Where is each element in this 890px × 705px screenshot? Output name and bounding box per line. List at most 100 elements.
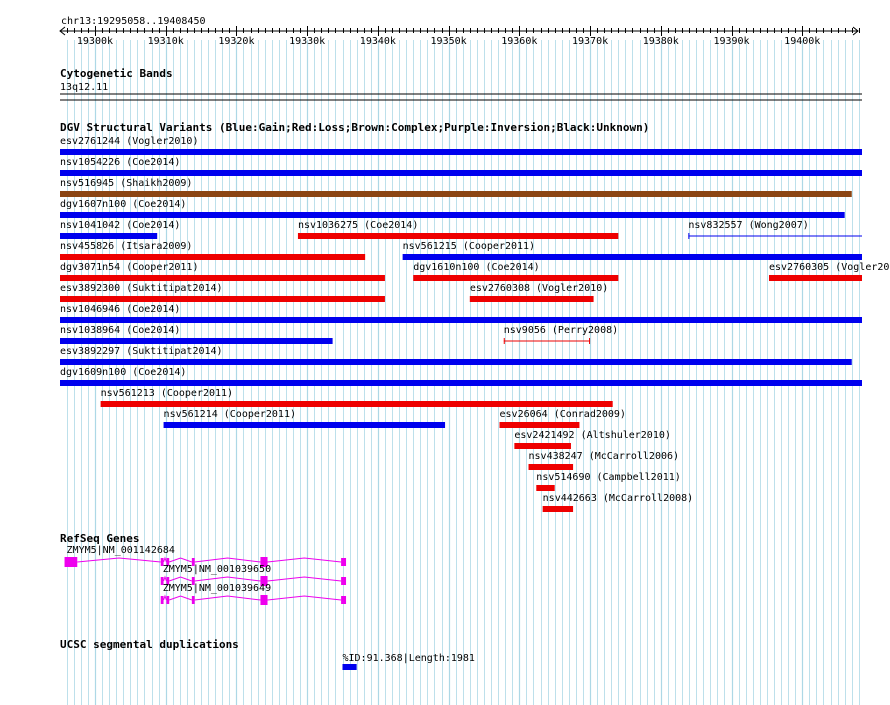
sv-feature[interactable]: nsv1041042 (Coe2014) bbox=[60, 220, 180, 239]
segdup-label: %ID:91.368|Length:1981 bbox=[343, 653, 475, 664]
sv-feature[interactable]: nsv514690 (Campbell2011) bbox=[536, 472, 681, 491]
sv-feature[interactable]: nsv455826 (Itsara2009) bbox=[60, 241, 366, 260]
sv-bar bbox=[60, 191, 852, 197]
sv-feature[interactable]: dgv1610n100 (Coe2014) bbox=[413, 262, 619, 281]
gene-exon bbox=[191, 577, 195, 585]
sv-feature[interactable]: esv2760305 (Vogler2010) bbox=[768, 262, 890, 281]
sv-bar bbox=[514, 443, 571, 449]
track-title-cytobands[interactable]: Cytogenetic Bands bbox=[60, 67, 173, 80]
sv-feature[interactable]: esv2421492 (Altshuler2010) bbox=[514, 430, 671, 449]
sv-bar bbox=[542, 506, 574, 512]
sv-label: nsv561213 (Cooper2011) bbox=[101, 388, 233, 399]
sv-feature[interactable]: nsv561213 (Cooper2011) bbox=[100, 388, 613, 407]
sv-feature[interactable]: nsv516945 (Shaikh2009) bbox=[60, 178, 852, 197]
segdup-bar bbox=[342, 664, 357, 670]
sv-label: nsv514690 (Campbell2011) bbox=[536, 472, 681, 483]
sv-feature[interactable]: nsv9056 (Perry2008) bbox=[503, 325, 618, 344]
sv-label: nsv1041042 (Coe2014) bbox=[60, 220, 180, 231]
sv-feature[interactable]: dgv1609n100 (Coe2014) bbox=[60, 367, 862, 386]
ruler-left-arrow bbox=[59, 26, 66, 36]
gene-exon bbox=[341, 596, 347, 604]
sv-label: nsv455826 (Itsara2009) bbox=[60, 241, 192, 252]
sv-feature[interactable]: esv3892297 (Suktitipat2014) bbox=[60, 346, 852, 365]
gene-exon bbox=[64, 557, 78, 567]
sv-label: esv2760308 (Vogler2010) bbox=[470, 283, 608, 294]
gene-label: ZMYM5|NM_001039649 bbox=[163, 583, 271, 594]
dgv-track: esv2761244 (Vogler2010) nsv1054226 (Coe20… bbox=[60, 136, 890, 512]
sv-feature[interactable]: nsv442663 (McCarroll2008) bbox=[542, 493, 694, 512]
gene-exon bbox=[260, 576, 268, 586]
gene-intron bbox=[267, 557, 342, 563]
sv-bar bbox=[60, 212, 845, 218]
sv-label: esv3892300 (Suktitipat2014) bbox=[60, 283, 223, 294]
sv-label: nsv1036275 (Coe2014) bbox=[298, 220, 418, 231]
sv-feature[interactable]: esv2760308 (Vogler2010) bbox=[469, 283, 608, 302]
sv-feature[interactable]: dgv3071n54 (Cooper2011) bbox=[60, 262, 385, 281]
sv-bar bbox=[60, 359, 852, 365]
ruler-tick-label: 19310k bbox=[148, 36, 184, 47]
gene-exon bbox=[166, 577, 170, 585]
gene-exon bbox=[260, 557, 268, 567]
sv-bar bbox=[60, 338, 333, 344]
sv-label: nsv832557 (Wong2007) bbox=[688, 220, 808, 231]
sv-bar bbox=[60, 296, 385, 302]
gene-intron bbox=[169, 576, 193, 582]
ruler-tick-label: 19340k bbox=[360, 36, 396, 47]
sv-bar bbox=[60, 170, 862, 176]
gene-exon bbox=[260, 595, 268, 605]
sv-bar bbox=[60, 275, 385, 281]
sv-feature[interactable]: esv26064 (Conrad2009) bbox=[499, 409, 626, 428]
gene-model[interactable]: ZMYM5|NM_001039649 bbox=[160, 583, 347, 605]
sv-feature[interactable]: nsv1036275 (Coe2014) bbox=[297, 220, 619, 239]
sv-label: nsv438247 (McCarroll2006) bbox=[529, 451, 680, 462]
sv-bar bbox=[60, 233, 158, 239]
gene-model[interactable]: ZMYM5|NM_001142684 bbox=[64, 545, 347, 567]
track-title-dgv[interactable]: DGV Structural Variants (Blue:Gain;Red:L… bbox=[60, 121, 649, 134]
sv-feature[interactable]: esv2761244 (Vogler2010) bbox=[60, 136, 862, 155]
sv-label: dgv1609n100 (Coe2014) bbox=[60, 367, 186, 378]
gene-intron bbox=[267, 595, 342, 601]
track-title-refseq[interactable]: RefSeq Genes bbox=[60, 532, 139, 545]
sv-label: nsv1038964 (Coe2014) bbox=[60, 325, 180, 336]
sv-label: esv2761244 (Vogler2010) bbox=[60, 136, 198, 147]
sv-label: esv3892297 (Suktitipat2014) bbox=[60, 346, 223, 357]
ruler-right-arrow bbox=[852, 26, 859, 36]
sv-feature[interactable]: nsv561215 (Cooper2011) bbox=[402, 241, 862, 260]
segdup-feature[interactable]: %ID:91.368|Length:1981 bbox=[342, 653, 475, 670]
gene-intron bbox=[194, 557, 261, 563]
ruler-tick-label: 19330k bbox=[289, 36, 325, 47]
sv-label: dgv1607n100 (Coe2014) bbox=[60, 199, 186, 210]
gene-intron bbox=[169, 595, 193, 601]
sv-feature[interactable]: nsv438247 (McCarroll2006) bbox=[528, 451, 680, 470]
sv-feature[interactable]: dgv1607n100 (Coe2014) bbox=[60, 199, 845, 218]
gene-exon bbox=[191, 596, 195, 604]
segdup-track: %ID:91.368|Length:1981 bbox=[342, 653, 475, 670]
sv-label: nsv561214 (Cooper2011) bbox=[164, 409, 296, 420]
sv-bar bbox=[60, 380, 862, 386]
sv-label: esv2760305 (Vogler2010) bbox=[769, 262, 890, 273]
sv-bar bbox=[60, 254, 366, 260]
sv-feature[interactable]: nsv1038964 (Coe2014) bbox=[60, 325, 333, 344]
sv-feature[interactable]: nsv561214 (Cooper2011) bbox=[163, 409, 446, 428]
sv-label: esv2421492 (Altshuler2010) bbox=[514, 430, 671, 441]
track-title-segdup[interactable]: UCSC segmental duplications bbox=[60, 638, 239, 651]
ruler-tick-label: 19360k bbox=[501, 36, 537, 47]
gene-model[interactable]: ZMYM5|NM_001039650 bbox=[160, 564, 347, 586]
gene-exon bbox=[166, 558, 170, 566]
ruler-tick-label: 19300k bbox=[77, 36, 113, 47]
gene-label: ZMYM5|NM_001039650 bbox=[163, 564, 271, 575]
sv-feature[interactable]: nsv1054226 (Coe2014) bbox=[60, 157, 862, 176]
sv-feature[interactable]: esv3892300 (Suktitipat2014) bbox=[60, 283, 385, 302]
gene-intron bbox=[169, 557, 193, 563]
sv-bar bbox=[536, 485, 555, 491]
gene-intron bbox=[163, 575, 167, 582]
gene-intron bbox=[194, 576, 261, 582]
gene-intron bbox=[163, 594, 167, 601]
gene-exon bbox=[166, 596, 170, 604]
cytoband-label: 13q12.11 bbox=[60, 82, 108, 93]
sv-feature[interactable]: nsv1046946 (Coe2014) bbox=[60, 304, 862, 323]
sv-feature[interactable]: nsv832557 (Wong2007) bbox=[688, 220, 862, 239]
gene-exon bbox=[341, 577, 347, 585]
gene-exon bbox=[160, 577, 164, 585]
sv-bar bbox=[469, 296, 594, 302]
